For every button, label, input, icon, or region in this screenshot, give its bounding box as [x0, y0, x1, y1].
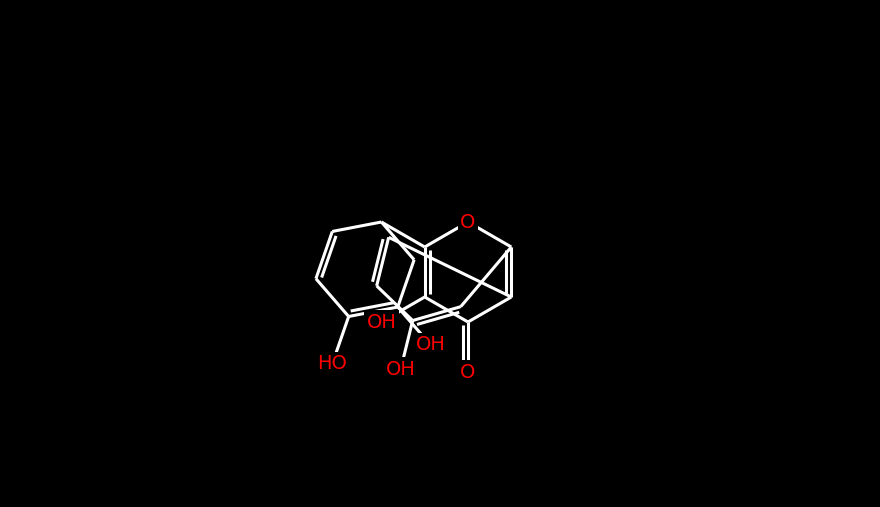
Text: OH: OH	[366, 312, 396, 332]
Text: OH: OH	[415, 335, 445, 354]
Text: O: O	[460, 212, 476, 232]
Text: HO: HO	[318, 354, 348, 373]
Text: O: O	[460, 363, 476, 381]
Text: OH: OH	[385, 359, 415, 379]
